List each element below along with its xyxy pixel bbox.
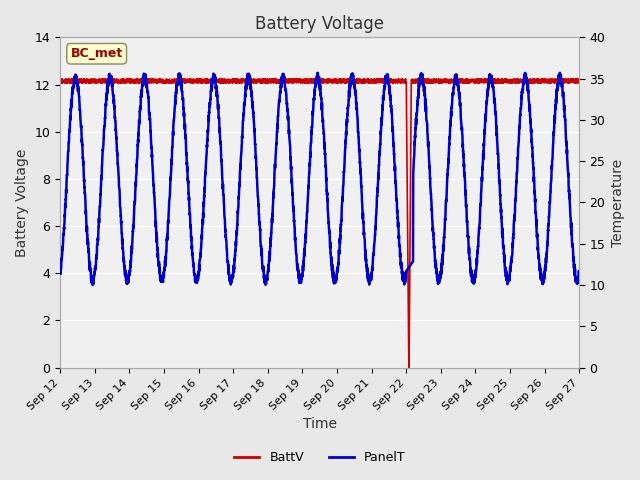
Y-axis label: Battery Voltage: Battery Voltage <box>15 148 29 257</box>
Text: BC_met: BC_met <box>70 47 123 60</box>
Y-axis label: Temperature: Temperature <box>611 158 625 247</box>
Legend: BattV, PanelT: BattV, PanelT <box>229 446 411 469</box>
Title: Battery Voltage: Battery Voltage <box>255 15 384 33</box>
X-axis label: Time: Time <box>303 418 337 432</box>
